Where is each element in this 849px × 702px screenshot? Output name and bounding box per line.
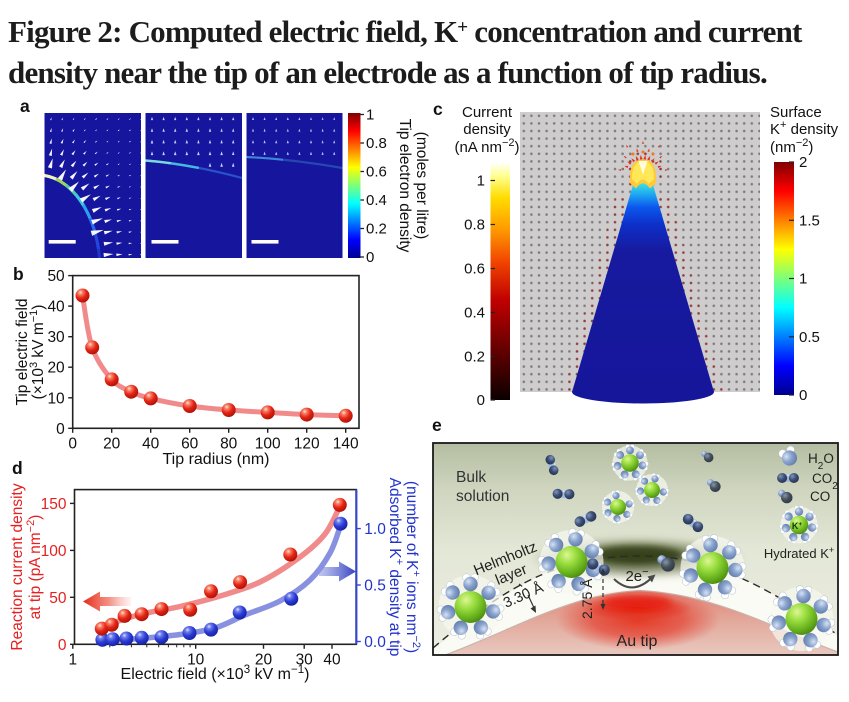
svg-text:0.4: 0.4 <box>366 192 387 209</box>
svg-text:10: 10 <box>47 390 65 407</box>
svg-text:Electric field (×103 kV m−1): Electric field (×103 kV m−1) <box>121 664 310 683</box>
svg-text:2.75 Å: 2.75 Å <box>579 578 595 619</box>
svg-text:60: 60 <box>181 435 199 452</box>
svg-text:e: e <box>432 415 442 435</box>
svg-text:140: 140 <box>333 435 359 452</box>
svg-text:(number of K+ ions nm−2): (number of K+ ions nm−2) <box>403 481 422 653</box>
svg-text:(moles per litre): (moles per litre) <box>413 132 430 240</box>
svg-text:0: 0 <box>56 421 65 438</box>
svg-text:0: 0 <box>477 392 485 409</box>
svg-text:120: 120 <box>294 435 320 452</box>
svg-text:10: 10 <box>187 651 205 668</box>
svg-text:0.2: 0.2 <box>464 349 485 366</box>
svg-text:Surface: Surface <box>770 104 822 121</box>
svg-text:80: 80 <box>220 435 238 452</box>
svg-text:density: density <box>463 121 511 138</box>
svg-text:0.2: 0.2 <box>366 221 387 238</box>
svg-text:20: 20 <box>47 360 65 377</box>
svg-text:0.8: 0.8 <box>464 217 485 234</box>
svg-text:Reaction current density: Reaction current density <box>9 483 26 650</box>
svg-text:40: 40 <box>142 435 160 452</box>
svg-text:50: 50 <box>49 590 67 607</box>
svg-text:1.0: 1.0 <box>364 521 386 538</box>
svg-text:40: 40 <box>323 651 341 668</box>
svg-text:0: 0 <box>58 637 67 654</box>
svg-text:0.5: 0.5 <box>364 578 386 595</box>
svg-text:20: 20 <box>103 435 121 452</box>
svg-text:Tip electron density: Tip electron density <box>396 119 413 253</box>
svg-text:0.4: 0.4 <box>464 305 485 322</box>
svg-text:50: 50 <box>47 268 65 285</box>
svg-text:1.5: 1.5 <box>799 212 820 229</box>
svg-text:0.0: 0.0 <box>364 634 386 651</box>
svg-text:0: 0 <box>799 387 807 404</box>
svg-text:Current: Current <box>462 104 513 121</box>
svg-text:0.5: 0.5 <box>799 329 820 346</box>
svg-text:1: 1 <box>799 271 807 288</box>
svg-text:Tip radius (nm): Tip radius (nm) <box>163 451 270 468</box>
svg-text:1: 1 <box>477 173 485 190</box>
svg-text:Hydrated K+: Hydrated K+ <box>764 545 834 561</box>
svg-text:K+ density: K+ density <box>770 119 839 138</box>
svg-text:Tip electric field: Tip electric field <box>14 298 31 405</box>
svg-text:Adsorbed K+ density at tip: Adsorbed K+ density at tip <box>386 478 405 657</box>
svg-text:1: 1 <box>68 651 77 668</box>
svg-text:40: 40 <box>47 299 65 316</box>
svg-text:d: d <box>12 458 23 478</box>
svg-text:solution: solution <box>456 488 509 505</box>
svg-text:(×103 kV m−1): (×103 kV m−1) <box>28 305 47 400</box>
svg-text:c: c <box>433 99 443 119</box>
svg-text:0: 0 <box>366 249 374 266</box>
svg-text:2: 2 <box>799 154 807 171</box>
svg-text:0.8: 0.8 <box>366 135 387 152</box>
svg-text:K+: K+ <box>792 521 803 532</box>
svg-text:100: 100 <box>255 435 281 452</box>
svg-text:at tip (pA nm−2): at tip (pA nm−2) <box>25 515 44 620</box>
svg-text:b: b <box>13 264 24 284</box>
svg-text:(nA nm−2): (nA nm−2) <box>454 137 519 156</box>
svg-text:20: 20 <box>255 651 273 668</box>
svg-text:CO: CO <box>810 489 830 504</box>
svg-text:30: 30 <box>296 651 314 668</box>
svg-text:Au tip: Au tip <box>617 633 658 650</box>
svg-text:0.6: 0.6 <box>464 261 485 278</box>
svg-text:a: a <box>20 96 30 116</box>
svg-text:100: 100 <box>41 543 67 560</box>
svg-text:150: 150 <box>41 496 67 513</box>
svg-text:30: 30 <box>47 329 65 346</box>
svg-text:Bulk: Bulk <box>456 469 486 486</box>
svg-text:0.6: 0.6 <box>366 164 387 181</box>
svg-text:1: 1 <box>366 107 374 124</box>
svg-text:0: 0 <box>68 435 77 452</box>
